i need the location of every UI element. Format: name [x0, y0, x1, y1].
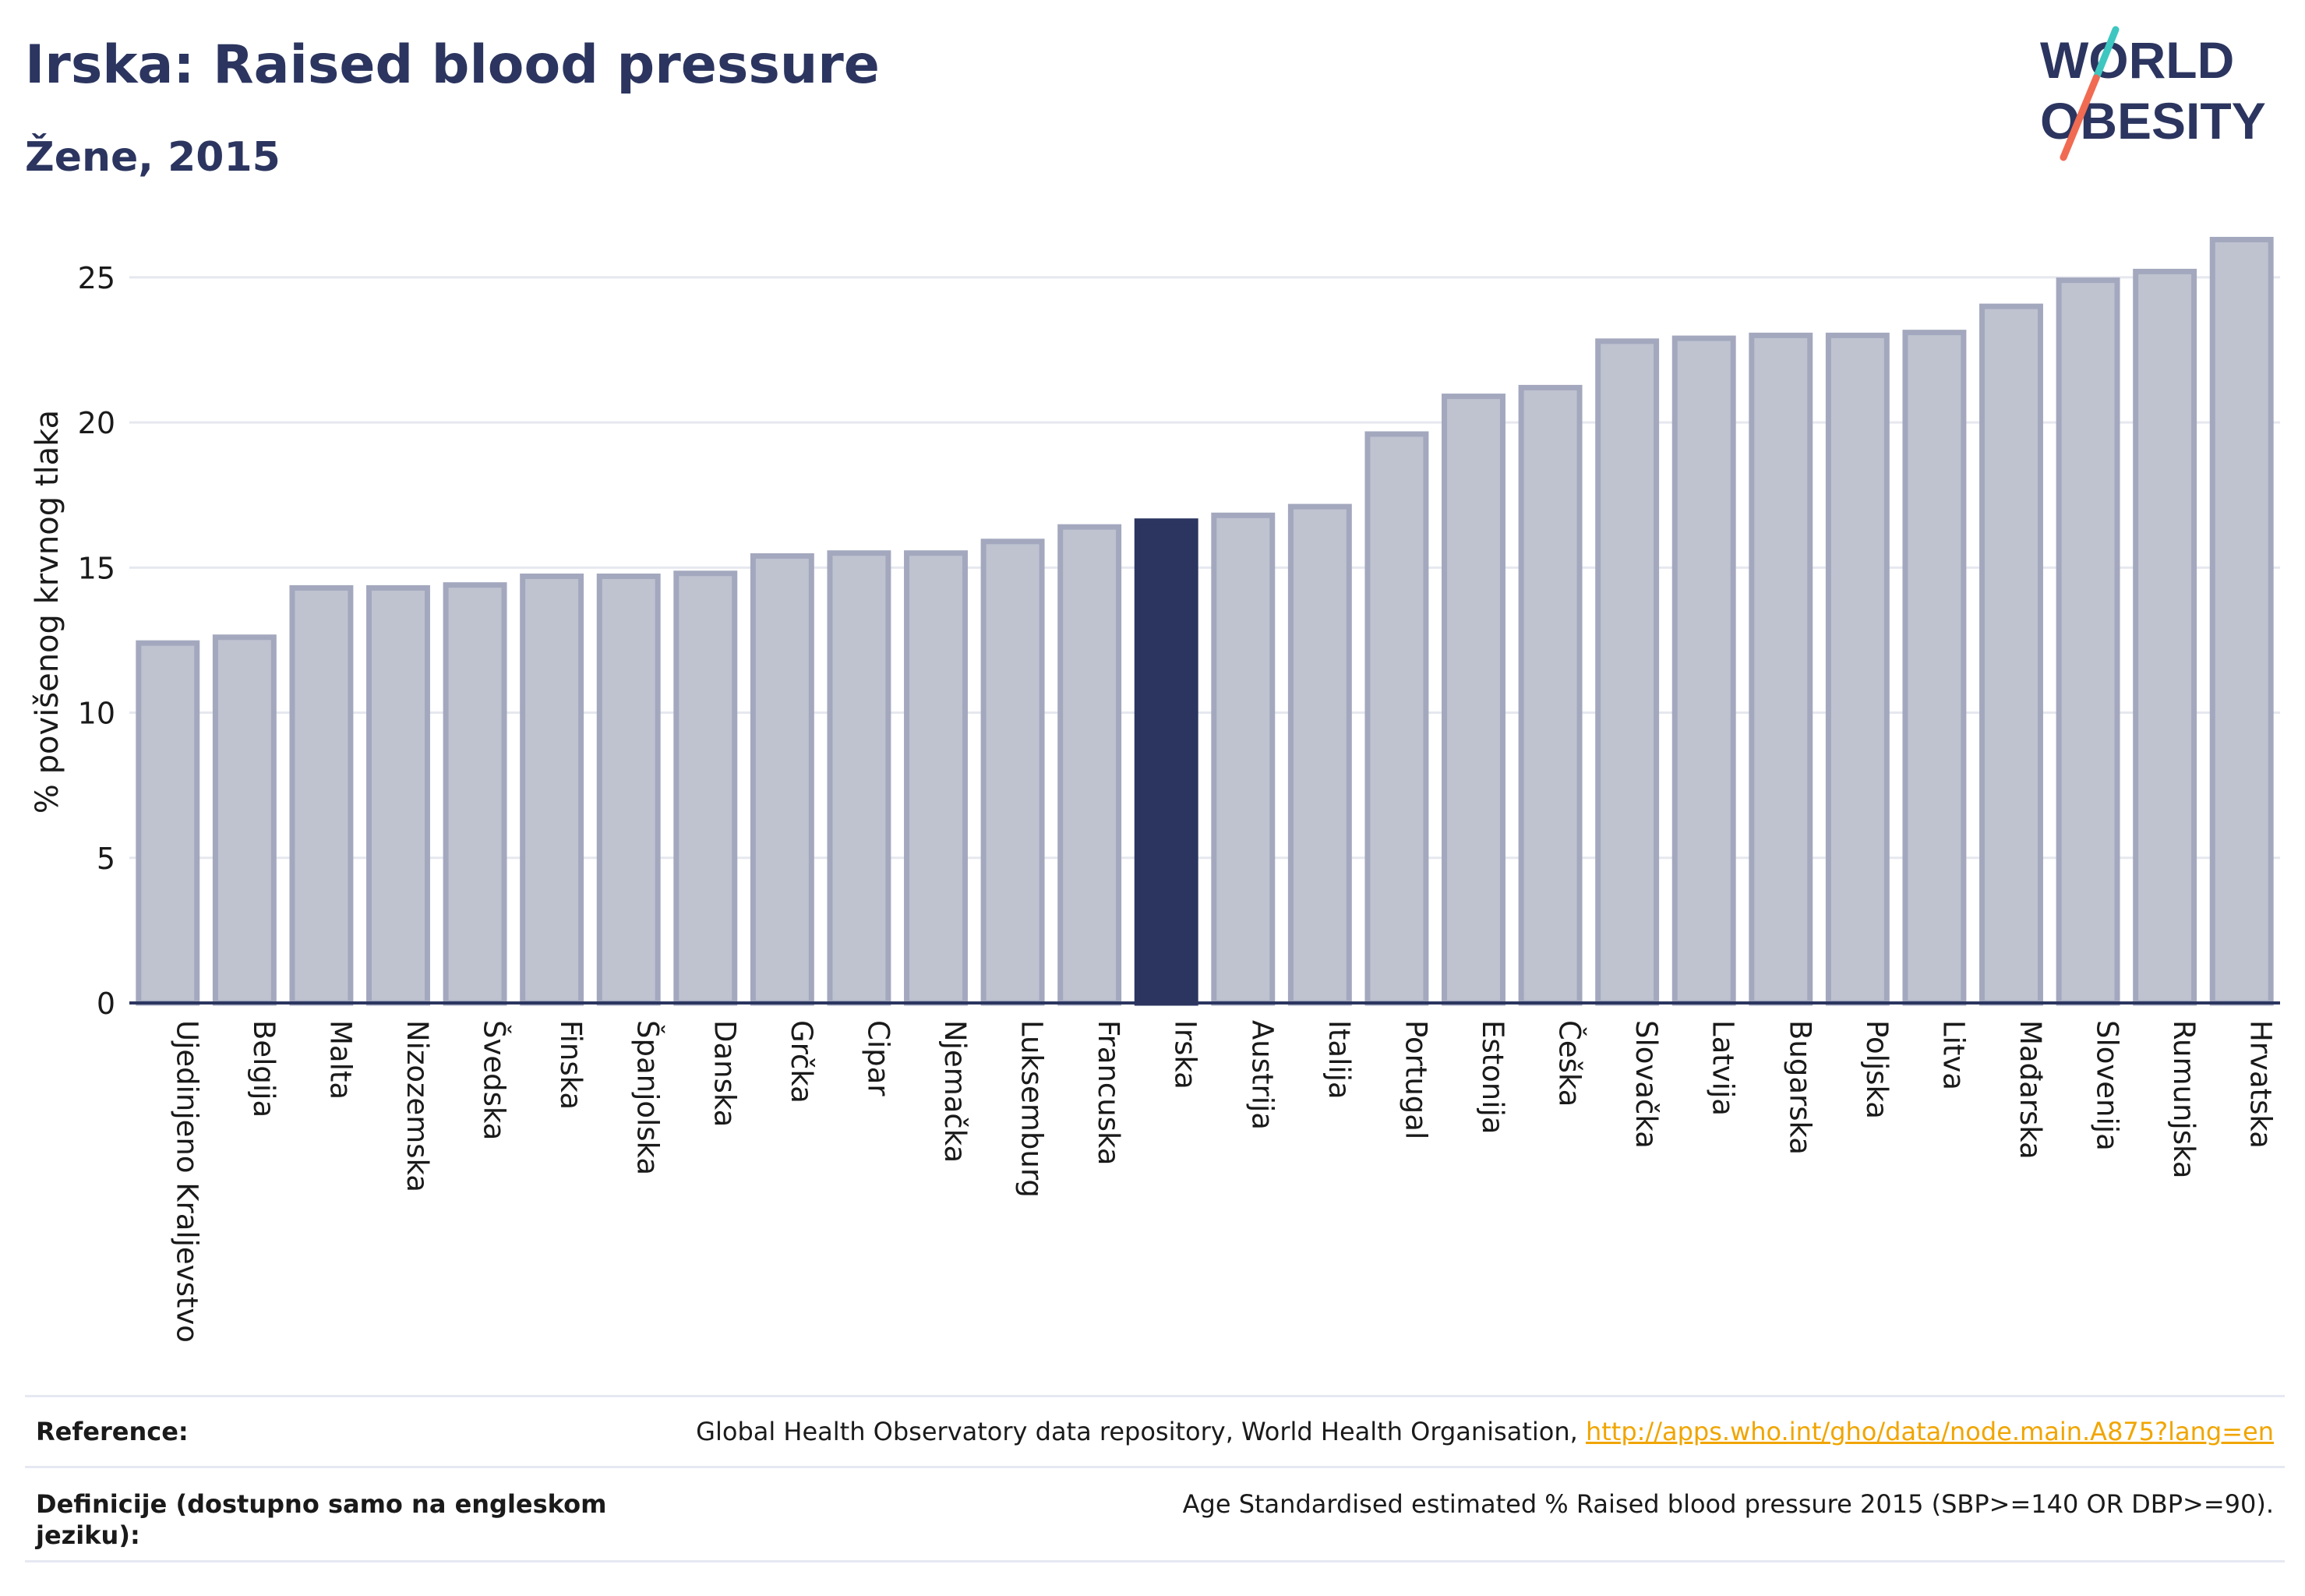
- bar[interactable]: [2209, 236, 2274, 1006]
- bar[interactable]: [1595, 338, 1660, 1006]
- reference-value: Global Health Observatory data repositor…: [696, 1416, 2285, 1447]
- bar[interactable]: [366, 584, 430, 1006]
- bar[interactable]: [2133, 268, 2197, 1006]
- bar[interactable]: [673, 570, 738, 1006]
- bar-chart: 0 5 10 15 20 25 Ujedinjeno Kraljevstvo Belgija M…: [30, 236, 2280, 1343]
- reference-source: Global Health Observatory data repositor…: [696, 1417, 1586, 1446]
- chart-title: Irska: Raised blood pressure: [25, 34, 880, 96]
- bar[interactable]: [1825, 332, 1890, 1006]
- bar[interactable]: [1057, 524, 1122, 1006]
- bar[interactable]: [1442, 394, 1505, 1006]
- x-tick-label: Belgija: [247, 1020, 281, 1118]
- reference-row: Reference: Global Health Observatory dat…: [25, 1395, 2285, 1466]
- y-axis-label: % povišenog krvnog tlaka: [30, 410, 65, 814]
- x-tick-label: Latvija: [1707, 1020, 1740, 1116]
- x-tick-label: Slovenija: [2091, 1020, 2124, 1151]
- bar-highlight[interactable]: [1134, 518, 1198, 1006]
- x-tick-label: Danska: [708, 1020, 741, 1127]
- logo-slash-top: [2092, 26, 2120, 82]
- bar[interactable]: [1671, 335, 1736, 1006]
- x-tick-label: Švedska: [478, 1020, 512, 1140]
- x-tick-label: Ujedinjeno Kraljevstvo: [170, 1020, 203, 1343]
- definition-label: Definicije (dostupno samo na engleskom j…: [36, 1489, 607, 1550]
- x-tick-label: Cipar: [861, 1020, 895, 1096]
- bar[interactable]: [289, 584, 354, 1006]
- x-tick-label: Austrija: [1245, 1020, 1279, 1130]
- bar[interactable]: [1979, 303, 2043, 1006]
- bar[interactable]: [904, 550, 968, 1006]
- y-tick-label: 5: [97, 842, 115, 876]
- reference-table: Reference: Global Health Observatory dat…: [25, 1395, 2285, 1562]
- world-obesity-logo: WORLD OBESITY: [2040, 26, 2266, 161]
- logo-slash-bottom: [2060, 74, 2100, 161]
- bar[interactable]: [2056, 277, 2120, 1006]
- reference-link[interactable]: http://apps.who.int/gho/data/node.main.A…: [1585, 1417, 2274, 1446]
- reference-label: Reference:: [36, 1417, 189, 1446]
- y-tick-label: 10: [78, 697, 115, 731]
- x-tick-label: Nizozemska: [401, 1020, 434, 1192]
- x-tick-label: Mađarska: [2014, 1020, 2047, 1160]
- bar[interactable]: [827, 550, 891, 1006]
- x-tick-label: Rumunjska: [2167, 1020, 2201, 1178]
- x-tick-label: Italija: [1322, 1020, 1356, 1100]
- definition-value: Age Standardised estimated % Raised bloo…: [1182, 1489, 2274, 1519]
- x-tick-label: Francuska: [1092, 1020, 1125, 1165]
- x-tick-label: Estonija: [1476, 1020, 1509, 1134]
- x-tick-label: Bugarska: [1783, 1020, 1816, 1155]
- bar[interactable]: [1518, 384, 1583, 1006]
- x-tick-label: Poljska: [1860, 1020, 1894, 1119]
- logo-word-world: WORLD: [2040, 31, 2234, 89]
- x-tick-label: Luksemburg: [1015, 1020, 1049, 1198]
- x-tick-label: Španjolska: [631, 1020, 665, 1175]
- x-tick-label: Hrvatska: [2244, 1020, 2278, 1149]
- x-tick-label: Finska: [554, 1020, 588, 1110]
- y-tick-label: 15: [78, 551, 115, 585]
- x-tick-label: Grčka: [785, 1020, 818, 1103]
- x-tick-label: Slovačka: [1629, 1020, 1663, 1149]
- bar[interactable]: [1902, 330, 1967, 1006]
- x-tick-label: Irska: [1169, 1020, 1202, 1089]
- bar[interactable]: [1287, 503, 1352, 1006]
- bar[interactable]: [980, 538, 1045, 1006]
- chart-subtitle: Žene, 2015: [25, 134, 281, 181]
- bar[interactable]: [1749, 332, 1813, 1006]
- bar[interactable]: [750, 553, 814, 1006]
- x-tick-label: Portugal: [1399, 1020, 1432, 1139]
- bar[interactable]: [443, 582, 507, 1006]
- bar[interactable]: [1364, 431, 1429, 1006]
- axes: 0 5 10 15 20 25 Ujedinjeno Kraljevstvo Belgija M…: [78, 261, 2280, 1343]
- bar[interactable]: [520, 573, 584, 1006]
- x-tick-label: Njemačka: [938, 1020, 972, 1163]
- bars: [136, 236, 2274, 1006]
- y-tick-label: 0: [97, 987, 115, 1021]
- bar[interactable]: [136, 640, 200, 1006]
- x-tick-label: Češka: [1553, 1020, 1587, 1107]
- bar[interactable]: [596, 573, 661, 1006]
- definition-row: Definicije (dostupno samo na engleskom j…: [25, 1466, 2285, 1562]
- x-tick-label: Malta: [323, 1020, 357, 1100]
- x-tick-label: Litva: [1936, 1020, 1970, 1090]
- bar[interactable]: [212, 634, 277, 1006]
- bar[interactable]: [1211, 512, 1276, 1006]
- y-tick-label: 20: [78, 406, 115, 440]
- y-tick-label: 25: [78, 261, 115, 295]
